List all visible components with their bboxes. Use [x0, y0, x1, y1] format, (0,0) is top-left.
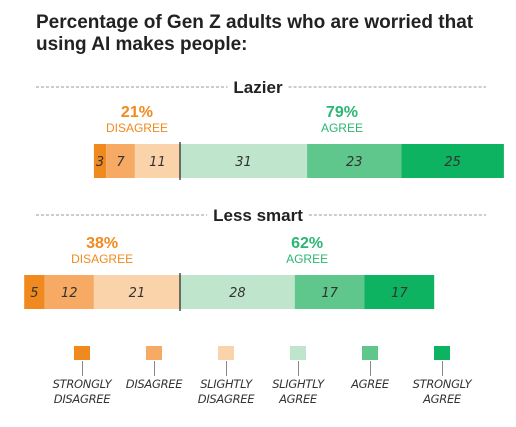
legend-label: STRONGLY DISAGREE: [52, 377, 112, 406]
bar-segment-lazier-1: [106, 144, 135, 178]
bar-segment-less-smart-5: [364, 275, 435, 309]
legend-item-disagree: DISAGREE: [112, 346, 196, 392]
row-label-lazier: Lazier: [233, 78, 283, 97]
segment-value-label: 28: [229, 286, 246, 301]
legend-swatch: [290, 346, 306, 360]
legend-item-strongly-agree: STRONGLY AGREE: [400, 346, 484, 407]
legend-item-strongly-disagree: STRONGLY DISAGREE: [40, 346, 124, 407]
disagree-total: 38%: [86, 235, 118, 252]
bar-segment-lazier-0: [93, 144, 107, 178]
bar-segment-lazier-5: [401, 144, 504, 178]
bar-segment-less-smart-2: [93, 275, 180, 309]
bar-segment-less-smart-0: [24, 275, 45, 309]
bar-segment-lazier-4: [307, 144, 402, 178]
row-label-less-smart: Less smart: [213, 206, 303, 225]
legend-swatch: [362, 346, 378, 360]
legend-swatch: [146, 346, 162, 360]
legend-tick: [297, 361, 299, 376]
bar-segment-less-smart-4: [294, 275, 365, 309]
segment-value-label: 5: [30, 286, 38, 301]
disagree-caption: DISAGREE: [106, 121, 168, 135]
legend-label: STRONGLY AGREE: [412, 377, 472, 406]
bar-segment-less-smart-3: [180, 275, 295, 309]
legend-swatch: [434, 346, 450, 360]
disagree-caption: DISAGREE: [71, 252, 133, 266]
segment-value-label: 7: [116, 155, 125, 170]
legend-label: AGREE: [351, 377, 389, 391]
bar-segment-lazier-3: [180, 144, 308, 178]
bar-segment-less-smart-1: [44, 275, 94, 309]
legend-item-slightly-disagree: SLIGHTLY DISAGREE: [184, 346, 268, 407]
legend-tick: [225, 361, 227, 376]
legend-swatch: [218, 346, 234, 360]
segment-value-label: 21: [129, 286, 146, 301]
legend-tick: [441, 361, 443, 376]
legend-tick: [153, 361, 155, 376]
agree-caption: AGREE: [286, 252, 328, 266]
segment-value-label: 23: [346, 155, 363, 170]
legend-item-slightly-agree: SLIGHTLY AGREE: [256, 346, 340, 407]
disagree-total: 21%: [121, 104, 153, 121]
segment-value-label: 12: [61, 286, 78, 301]
agree-caption: AGREE: [321, 121, 363, 135]
bar-segment-lazier-2: [134, 144, 180, 178]
legend-swatch: [74, 346, 90, 360]
segment-value-label: 17: [321, 286, 338, 301]
segment-value-label: 17: [391, 286, 408, 301]
legend-label: SLIGHTLY DISAGREE: [197, 377, 255, 406]
agree-total: 62%: [291, 235, 323, 252]
legend: STRONGLY DISAGREE DISAGREE SLIGHTLY DISA…: [40, 346, 500, 416]
segment-value-label: 3: [96, 155, 104, 170]
agree-total: 79%: [326, 104, 358, 121]
legend-tick: [369, 361, 371, 376]
legend-label: SLIGHTLY AGREE: [272, 377, 324, 406]
legend-label: DISAGREE: [125, 377, 183, 391]
legend-item-agree: AGREE: [328, 346, 412, 392]
chart-title: Percentage of Gen Z adults who are worri…: [36, 12, 474, 55]
legend-tick: [81, 361, 83, 376]
segment-value-label: 11: [149, 155, 166, 170]
segment-value-label: 31: [235, 155, 252, 170]
segment-value-label: 25: [444, 155, 461, 170]
